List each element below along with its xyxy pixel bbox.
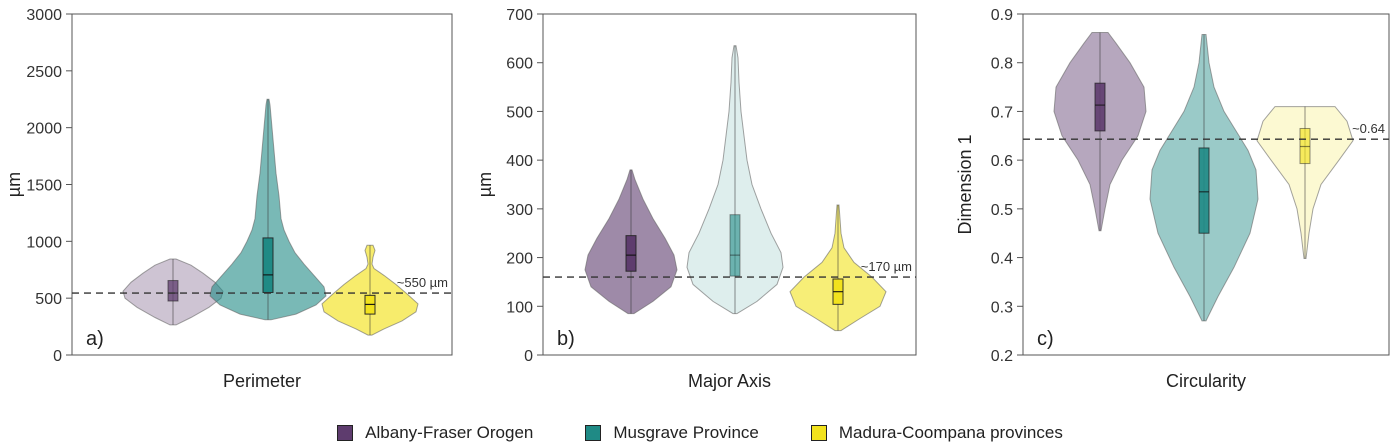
panel-label: c) — [1037, 328, 1054, 350]
violin-albany-fraser-orogen — [584, 169, 678, 315]
violin-figure: 050010001500200025003000µmPerimetera)~55… — [4, 7, 1390, 391]
y-tick-label: 200 — [506, 251, 533, 268]
iqr-box — [1094, 82, 1106, 132]
y-tick-label: 0.2 — [991, 348, 1013, 365]
reference-line-label: ~0.64 — [1352, 121, 1385, 136]
y-tick-label: 0.7 — [991, 104, 1013, 121]
legend-label-musgrave: Musgrave Province — [613, 423, 759, 442]
x-axis-label: Major Axis — [688, 371, 771, 391]
legend-item-musgrave: Musgrave Province — [585, 423, 759, 443]
iqr-box — [262, 237, 274, 293]
y-tick-label: 700 — [506, 7, 533, 24]
y-tick-label: 300 — [506, 202, 533, 219]
plot-frame — [542, 13, 917, 356]
chart-panel-3: 0.2 0.3 0.4 0.5 0.6 0.7 0.8 0.9 Dimension 1 Circu… — [955, 7, 1390, 391]
violin-musgrave-province — [209, 98, 327, 321]
legend-swatch-madura-coompana — [810, 425, 827, 441]
y-tick-label: 3000 — [26, 7, 62, 24]
y-tick-label: 0.8 — [991, 56, 1013, 73]
y-tick-label: 600 — [506, 56, 533, 73]
violin-musgrave-province — [1149, 34, 1259, 322]
y-tick-label: 0.3 — [991, 299, 1013, 316]
plot-frame — [1022, 13, 1390, 356]
panel-label: a) — [86, 328, 104, 350]
y-tick-label: 0 — [53, 348, 62, 365]
y-tick-label: 500 — [35, 291, 62, 308]
violin-albany-fraser-orogen — [1053, 32, 1147, 232]
y-axis-label: Dimension 1 — [955, 134, 975, 234]
y-tick-label: 1500 — [26, 178, 62, 195]
y-tick-label: 500 — [506, 104, 533, 121]
y-tick-label: 0.5 — [991, 202, 1013, 219]
y-tick-label: 400 — [506, 153, 533, 170]
legend-label-albany-fraser: Albany-Fraser Orogen — [365, 423, 534, 442]
y-axis-label: µm — [475, 172, 495, 197]
x-axis-label: Perimeter — [223, 371, 301, 391]
violin-albany-fraser-orogen — [122, 258, 224, 326]
violin-madura-coompana-provinces — [321, 244, 419, 336]
iqr-box — [729, 214, 741, 277]
y-tick-label: 0.9 — [991, 7, 1013, 24]
iqr-box — [625, 235, 637, 272]
iqr-box — [1198, 147, 1210, 234]
y-axis-label: µm — [4, 172, 24, 197]
legend-item-madura-coompana: Madura-Coompana provinces — [810, 423, 1063, 443]
x-axis-label: Circularity — [1166, 371, 1246, 391]
legend: Albany-Fraser Orogen Musgrave Province M… — [0, 420, 1400, 446]
violin-madura-coompana-provinces — [789, 204, 887, 332]
legend-swatch-musgrave — [585, 425, 602, 441]
legend-item-albany-fraser: Albany-Fraser Orogen — [337, 423, 533, 443]
y-tick-label: 0.4 — [991, 251, 1013, 268]
y-tick-label: 100 — [506, 299, 533, 316]
legend-label-madura-coompana: Madura-Coompana provinces — [838, 423, 1063, 442]
chart-panel-1: 0 500 1000 1500 2000 2500 3000 µm Perimeter a) ~55… — [4, 7, 453, 391]
panel-label: b) — [557, 328, 575, 350]
y-tick-label: 2000 — [26, 121, 62, 138]
chart-panel-2: 0 100 200 300 400 500 600 700 µm Major Axis b) ~170… — [475, 7, 917, 391]
iqr-box — [167, 280, 179, 302]
reference-line-label: ~170 µm — [861, 259, 912, 274]
reference-line-label: ~550 µm — [397, 275, 448, 290]
y-tick-label: 2500 — [26, 64, 62, 81]
violin-musgrave-province — [686, 45, 784, 315]
legend-swatch-albany-fraser — [337, 425, 354, 441]
y-tick-label: 0 — [524, 348, 533, 365]
y-tick-label: 1000 — [26, 234, 62, 251]
y-tick-label: 0.6 — [991, 153, 1013, 170]
violin-madura-coompana-provinces — [1256, 106, 1354, 259]
